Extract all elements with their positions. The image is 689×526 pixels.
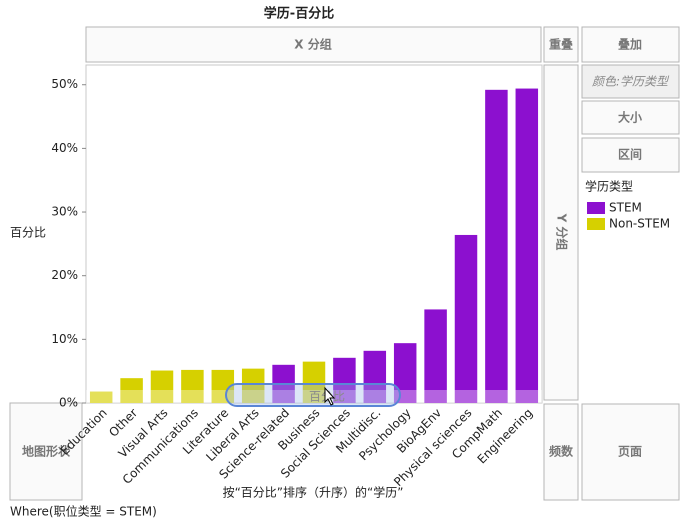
bar <box>485 89 508 403</box>
legend-title: 学历类型 <box>585 179 633 194</box>
x-group-label: X 分组 <box>294 37 331 52</box>
page-zone[interactable] <box>581 403 680 501</box>
color-zone[interactable] <box>581 64 680 99</box>
y-tick-label: 30% <box>51 205 78 219</box>
y-tick-label: 50% <box>51 77 78 91</box>
y-tick-label: 10% <box>51 332 78 346</box>
bar <box>181 369 204 403</box>
y-tick-label: 20% <box>51 268 78 282</box>
bar <box>241 368 265 403</box>
drop-highlight <box>86 390 542 403</box>
bar <box>120 378 143 403</box>
page-label: 页面 <box>618 445 642 459</box>
overlay-label: 叠加 <box>618 37 642 52</box>
overlay-zone[interactable] <box>581 26 680 63</box>
bar <box>302 361 326 403</box>
x-axis-title: 按“百分比”排序（升序）的“学历” <box>223 485 404 500</box>
mouse-cursor <box>324 386 336 406</box>
interval-label: 区间 <box>618 147 642 162</box>
bar <box>211 369 235 403</box>
legend-label: Non-STEM <box>609 217 670 231</box>
map-shape-label: 地图形状 <box>22 444 71 459</box>
legend-swatch <box>587 218 605 230</box>
color-label: 颜色:学历类型 <box>592 75 670 89</box>
y-tick-label: 0% <box>59 396 78 410</box>
y-axis-title: 百分比 <box>10 226 46 240</box>
overlap-label: 重叠 <box>549 37 573 52</box>
bar <box>515 88 539 403</box>
interval-zone[interactable] <box>581 137 680 173</box>
y-group-label: Y 分组 <box>555 213 570 251</box>
y-group-zone[interactable] <box>543 64 579 401</box>
bar <box>150 370 174 403</box>
x-group-zone[interactable] <box>85 26 542 63</box>
overlap-zone[interactable] <box>543 26 579 63</box>
bar <box>424 309 447 403</box>
chart-title: 学历-百分比 <box>264 6 334 22</box>
bar <box>363 350 387 403</box>
map-shape-zone[interactable] <box>9 402 83 501</box>
legend-swatch <box>587 202 605 214</box>
frequency-label: 频数 <box>549 444 574 459</box>
y-tick-label: 40% <box>51 141 78 155</box>
frequency-zone[interactable] <box>543 403 579 501</box>
where-clause: Where(职位类型 = STEM) <box>10 504 157 519</box>
bar <box>393 343 417 403</box>
bar <box>454 234 478 403</box>
size-label: 大小 <box>618 110 642 125</box>
size-zone[interactable] <box>581 100 680 135</box>
drag-indicator <box>225 383 401 407</box>
bar <box>333 357 356 403</box>
legend-label: STEM <box>609 201 642 215</box>
bar <box>89 391 113 403</box>
